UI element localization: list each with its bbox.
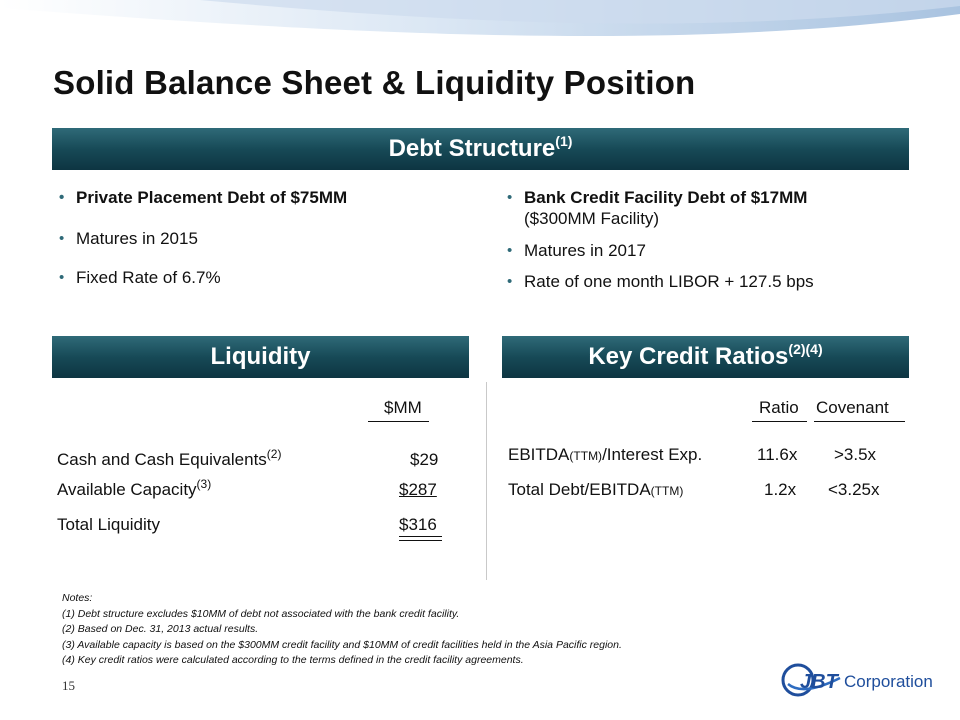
footnote: (3) Available capacity is based on the $…	[62, 638, 622, 651]
footnote: (4) Key credit ratios were calculated ac…	[62, 654, 524, 666]
list-item: Private Placement Debt of $75MM	[58, 187, 458, 208]
page-number: 15	[62, 678, 75, 693]
list-item: Matures in 2017	[506, 240, 926, 261]
liquidity-total-value: $316	[399, 515, 437, 534]
ratio-col-header: Ratio	[759, 398, 799, 417]
total-double-underline	[399, 536, 442, 541]
credit-ratios-footnote: (2)(4)	[788, 341, 823, 357]
list-item: Matures in 2015	[58, 228, 458, 249]
ratio-value: 11.6x	[757, 445, 798, 464]
notes-heading: Notes:	[62, 592, 93, 604]
covenant-col-header: Covenant	[816, 398, 889, 417]
debt-structure-footnote: (1)	[555, 133, 573, 149]
liquidity-row-label: Cash and Cash Equivalents(2)	[57, 447, 282, 469]
debt-left-list: Private Placement Debt of $75MM Matures …	[58, 187, 458, 288]
liquidity-total-label: Total Liquidity	[57, 515, 161, 534]
liquidity-row-value: $29	[410, 450, 439, 469]
footnotes: Notes: (1) Debt structure excludes $10MM…	[62, 591, 622, 669]
page-title: Solid Balance Sheet & Liquidity Position	[53, 64, 696, 101]
ratio-header-underline	[752, 421, 807, 422]
covenant-value: >3.5x	[834, 445, 877, 464]
liquidity-header: Liquidity	[52, 336, 469, 378]
list-item: Fixed Rate of 6.7%	[58, 267, 458, 288]
list-item-bold: Bank Credit Facility Debt of $17MM	[524, 188, 808, 207]
debt-structure-header: Debt Structure (1)	[52, 128, 909, 170]
credit-ratios-header: Key Credit Ratios (2)(4)	[502, 336, 909, 378]
ratio-row-label: EBITDA(TTM)/Interest Exp.	[508, 445, 703, 464]
logo-text: Corporation	[844, 672, 933, 691]
jbt-logo: JBT Corporation	[781, 663, 933, 697]
liquidity-col-header: $MM	[384, 398, 422, 417]
covenant-value: <3.25x	[828, 480, 880, 499]
footnote: (1) Debt structure excludes $10MM of deb…	[62, 607, 460, 620]
column-divider	[486, 382, 487, 580]
credit-ratios-title: Key Credit Ratios	[588, 343, 789, 370]
list-item-sub: ($300MM Facility)	[524, 209, 660, 228]
logo-brand: JBT	[800, 671, 840, 693]
header-swoosh	[0, 0, 960, 70]
ratio-value: 1.2x	[764, 480, 797, 499]
col-header-underline	[368, 421, 429, 422]
covenant-header-underline	[814, 421, 905, 422]
liquidity-row-label: Available Capacity(3)	[57, 477, 212, 499]
liquidity-row-value: $287	[399, 480, 437, 499]
list-item: Rate of one month LIBOR + 127.5 bps	[506, 271, 926, 292]
debt-structure-title: Debt Structure	[388, 135, 556, 162]
list-item: Bank Credit Facility Debt of $17MM ($300M…	[506, 187, 926, 229]
liquidity-title: Liquidity	[210, 343, 311, 370]
debt-right-list: Bank Credit Facility Debt of $17MM ($300M…	[506, 187, 926, 292]
ratio-row-label: Total Debt/EBITDA(TTM)	[508, 480, 684, 499]
footnote: (2) Based on Dec. 31, 2013 actual result…	[62, 623, 259, 635]
